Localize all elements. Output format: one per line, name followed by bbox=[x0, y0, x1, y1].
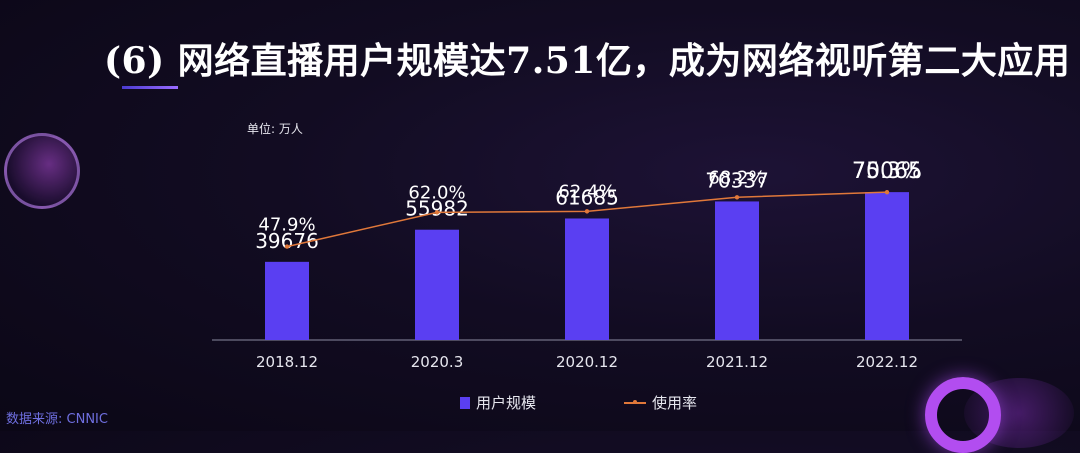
bar-2022.12 bbox=[865, 192, 909, 340]
usage-rate-label: 62.0% bbox=[408, 182, 465, 203]
x-tick-label: 2020.3 bbox=[411, 353, 464, 371]
usage-rate-label: 62.4% bbox=[558, 181, 615, 202]
usage-rate-point bbox=[584, 209, 590, 214]
bar-2020.12 bbox=[565, 218, 609, 340]
bar-value-label: 75065 bbox=[852, 159, 922, 184]
usage-rate-point bbox=[434, 210, 440, 215]
x-tick-label: 2018.12 bbox=[256, 353, 318, 371]
bar-2020.3 bbox=[415, 229, 459, 340]
bar-2018.12 bbox=[265, 261, 309, 340]
x-tick-label: 2020.12 bbox=[556, 353, 618, 371]
page-title: (6) 网络直播用户规模达7.51亿，成为网络视听第二大应用 bbox=[104, 40, 1071, 82]
unit-label: 单位: 万人 bbox=[247, 122, 303, 136]
usage-rate-point bbox=[884, 189, 890, 195]
usage-rate-point bbox=[734, 195, 740, 200]
usage-rate-point bbox=[284, 244, 290, 249]
bar-value-label: 70337 bbox=[705, 168, 769, 192]
legend-line-swatch bbox=[624, 399, 647, 404]
x-tick-label: 2022.12 bbox=[856, 353, 918, 371]
usage-rate-label: 47.9% bbox=[258, 215, 315, 236]
legend-line-label: 使用率 bbox=[652, 394, 698, 412]
bar-2021.12 bbox=[715, 201, 759, 340]
chart-legend: 用户规模 使用率 bbox=[460, 392, 697, 413]
bar-value-label: 61685 bbox=[555, 185, 619, 209]
decorative-orb bbox=[4, 133, 80, 209]
x-tick-label: 2021.12 bbox=[706, 353, 768, 371]
source-label: 数据来源: CNNIC bbox=[6, 412, 108, 427]
legend-bar-label: 用户规模 bbox=[476, 394, 537, 412]
title-underline bbox=[122, 86, 178, 89]
bar-value-label: 39676 bbox=[255, 229, 319, 253]
usage-rate-label: 70.3% bbox=[852, 159, 922, 184]
usage-rate-label: 68.2% bbox=[708, 167, 765, 188]
combo-chart: 396762018.12559822020.3616852020.1270337… bbox=[212, 159, 962, 371]
legend-bar-swatch bbox=[460, 396, 470, 409]
